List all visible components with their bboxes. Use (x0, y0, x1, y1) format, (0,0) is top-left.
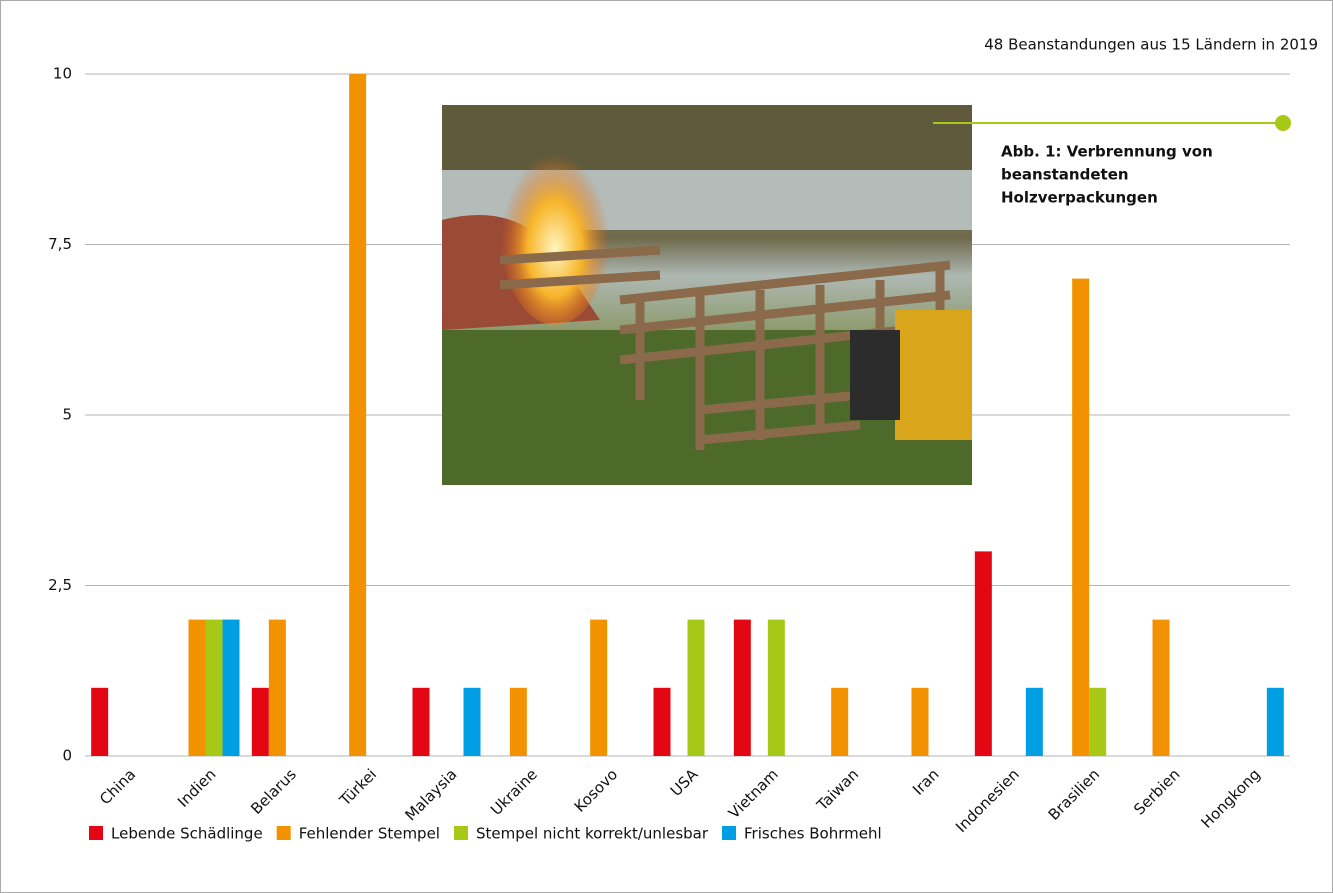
legend-label: Lebende Schädlinge (111, 825, 263, 843)
bar (349, 74, 367, 756)
y-tick-label: 7,5 (48, 235, 72, 253)
legend-swatch (722, 826, 737, 840)
bar (1152, 619, 1170, 756)
x-tick-label: Vietnam (725, 765, 782, 822)
legend-swatch (276, 826, 291, 840)
bar (205, 619, 223, 756)
bar (91, 687, 109, 756)
bar (687, 619, 705, 756)
x-tick-label: Kosovo (571, 765, 621, 815)
x-tick-label: Türkei (335, 765, 380, 810)
annotation-dot (1275, 115, 1291, 131)
x-tick-label: Ukraine (487, 765, 541, 819)
x-tick-label: Iran (909, 765, 942, 798)
bar (1089, 687, 1107, 756)
bar (463, 687, 481, 756)
x-tick-label: Taiwan (813, 765, 863, 815)
annotation: beanstandeten (1001, 166, 1129, 184)
x-tick-label: China (96, 765, 139, 808)
bar (268, 619, 286, 756)
bar (1072, 278, 1090, 756)
x-tick-label: Indien (174, 765, 220, 811)
y-tick-label: 10 (53, 65, 72, 83)
x-tick-label: Belarus (247, 765, 300, 818)
bar (1025, 687, 1043, 756)
annotation: Abb. 1: Verbrennung von (1001, 143, 1213, 161)
x-tick-label: Serbien (1130, 765, 1183, 818)
x-tick-label: Brasilien (1045, 765, 1103, 823)
bar (509, 687, 527, 756)
bar (251, 687, 269, 756)
x-tick-label: Indonesien (952, 765, 1023, 836)
y-tick-label: 2,5 (48, 576, 72, 594)
x-tick-label: Hongkong (1197, 765, 1263, 831)
photo (442, 105, 972, 485)
bar (412, 687, 430, 756)
bar (831, 687, 849, 756)
bar (911, 687, 929, 756)
legend-swatch (453, 826, 468, 840)
x-tick-label: Malaysia (401, 765, 460, 824)
legend-label: Frisches Bohrmehl (744, 825, 882, 843)
bar (767, 619, 785, 756)
legend-swatch (89, 826, 103, 840)
y-tick-label: 5 (62, 406, 72, 424)
y-tick-label: 0 (62, 747, 72, 765)
legend-label: Stempel nicht korrekt/unlesbar (476, 825, 709, 843)
bar (1266, 687, 1284, 756)
bar (590, 619, 608, 756)
legend-label: Fehlender Stempel (299, 825, 440, 843)
bar (974, 551, 992, 756)
x-tick-label: USA (667, 765, 702, 800)
bar (188, 619, 206, 756)
bar (653, 687, 671, 756)
bar (222, 619, 240, 756)
subtitle: 48 Beanstandungen aus 15 Ländern in 2019 (984, 36, 1318, 54)
annotation: Holzverpackungen (1001, 189, 1158, 207)
bar (733, 619, 751, 756)
